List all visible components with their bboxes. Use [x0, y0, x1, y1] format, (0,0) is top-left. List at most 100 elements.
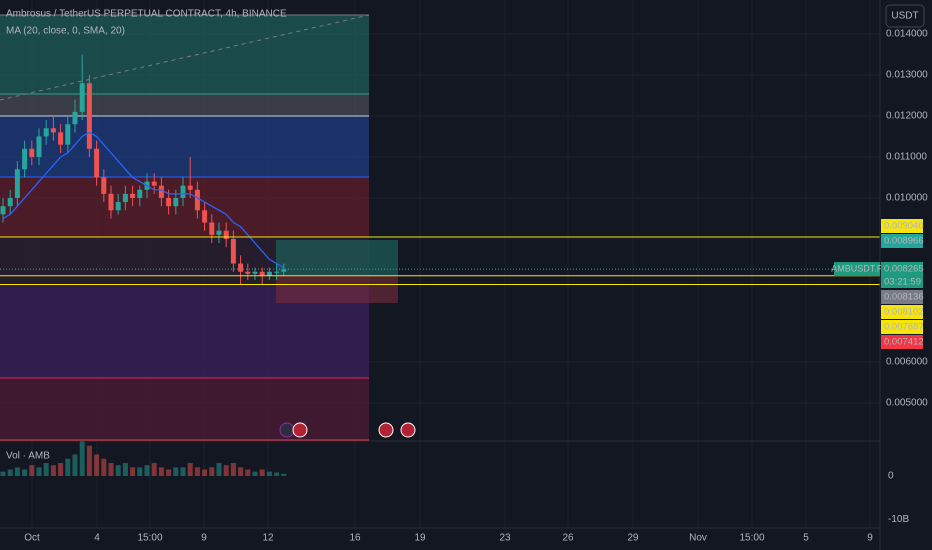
price-badge: [881, 320, 923, 334]
currency-button-label[interactable]: USDT: [891, 11, 918, 22]
zone: [0, 378, 369, 441]
candle-body: [166, 197, 172, 207]
price-badge-label: 0.007412: [884, 337, 924, 348]
event-icon[interactable]: [279, 422, 295, 438]
candle-body: [202, 210, 208, 223]
x-tick-label: 19: [414, 533, 426, 544]
candle-body: [209, 222, 215, 235]
candle-body: [238, 263, 244, 272]
candle-body: [281, 269, 287, 272]
price-badge: [881, 219, 923, 233]
candle-body: [266, 271, 272, 276]
x-tick-label: Nov: [689, 533, 707, 544]
volume-bar: [86, 445, 92, 476]
candle-body: [0, 206, 6, 215]
price-badge-label: 0.008966: [884, 236, 924, 247]
volume-bar: [259, 469, 265, 476]
currency-button[interactable]: [885, 4, 925, 28]
candle-body: [122, 193, 128, 203]
volume-bar: [58, 463, 64, 476]
candle-body: [158, 185, 164, 198]
volume-label: Vol · AMB: [6, 451, 50, 462]
candle-body: [137, 189, 143, 198]
x-tick-label: 26: [562, 533, 574, 544]
candle-body: [7, 197, 13, 207]
candle-body: [151, 181, 157, 186]
candle-body: [94, 148, 100, 178]
candle-body: [245, 271, 251, 274]
volume-bar: [194, 467, 200, 476]
plot: [0, 54, 880, 476]
symbol-label: AMBUSDT.P: [831, 263, 883, 273]
candle-body: [29, 148, 35, 157]
x-tick-label: 9: [201, 533, 207, 544]
volume-bar: [79, 441, 85, 476]
candle-body: [194, 189, 200, 211]
x-tick-label: Oct: [24, 533, 40, 544]
price-badge: [881, 290, 923, 304]
volume-bar: [281, 473, 287, 476]
event-icon[interactable]: [292, 422, 308, 438]
fib-zones: [0, 14, 398, 441]
trend-line: [0, 14, 370, 101]
ma-line: [2, 131, 285, 269]
candle-body: [180, 185, 186, 198]
candle-body: [43, 128, 49, 137]
volume-bar: [50, 465, 56, 476]
y-tick-label: 0.011000: [886, 152, 927, 163]
candle-body: [86, 83, 92, 149]
candle-body: [173, 197, 179, 207]
volume-bar: [230, 463, 236, 476]
y-tick-label: 0.012000: [886, 111, 928, 122]
volume-bar: [238, 467, 244, 476]
y2-tick-label: -10B: [888, 514, 909, 525]
volume-bar: [187, 463, 193, 476]
volume-bar: [108, 463, 114, 476]
x-tick-label: 5: [803, 533, 809, 544]
candle-body: [230, 238, 236, 264]
volume-bar: [158, 467, 164, 476]
price-badge-label: 0.008265: [884, 264, 924, 275]
volume-bar: [173, 467, 179, 476]
long-loss: [276, 275, 398, 303]
x-tick-label: 9: [867, 533, 873, 544]
event-icon[interactable]: [378, 422, 394, 438]
x-tick-label: 4: [94, 533, 100, 544]
x-tick-label: 23: [499, 533, 511, 544]
volume-bar: [65, 458, 71, 476]
zone: [0, 116, 369, 177]
candle-body: [79, 83, 85, 112]
x-tick-label: 16: [349, 533, 361, 544]
candle-body: [65, 124, 71, 145]
volume-bar: [137, 467, 143, 476]
price-badge: [881, 262, 923, 288]
volume-bar: [266, 471, 272, 476]
chart-title: Ambrosus / TetherUS PERPETUAL CONTRACT, …: [6, 9, 287, 20]
y-tick-label: 0.014000: [886, 29, 928, 40]
candle-body: [252, 271, 258, 274]
y-tick-label: 0.013000: [886, 70, 928, 81]
candle-body: [187, 185, 193, 190]
y-tick-label: 0.010000: [886, 193, 928, 204]
volume-bar: [22, 469, 28, 476]
volume-bar: [36, 467, 42, 476]
volume-bar: [14, 467, 20, 476]
volume-bar: [130, 467, 136, 476]
volume-bar: [115, 465, 121, 476]
volume-bar: [166, 469, 172, 476]
volume-bar: [122, 463, 128, 476]
y2-tick-label: 0: [888, 471, 894, 482]
symbol-badge: [834, 262, 880, 277]
price-badge-label: 0.008102: [884, 307, 924, 318]
indicator-label: MA (20, close, 0, SMA, 20): [6, 26, 125, 37]
volume-bar: [252, 471, 258, 476]
x-tick-label: 29: [627, 533, 639, 544]
volume-bar: [7, 469, 13, 476]
event-icon[interactable]: [400, 422, 416, 438]
volume-bar: [144, 465, 150, 476]
volume-bar: [29, 465, 35, 476]
volume-bar: [223, 465, 229, 476]
countdown: 03:21:59: [884, 277, 921, 288]
volume-bar: [245, 469, 251, 476]
price-badge: [881, 305, 923, 319]
